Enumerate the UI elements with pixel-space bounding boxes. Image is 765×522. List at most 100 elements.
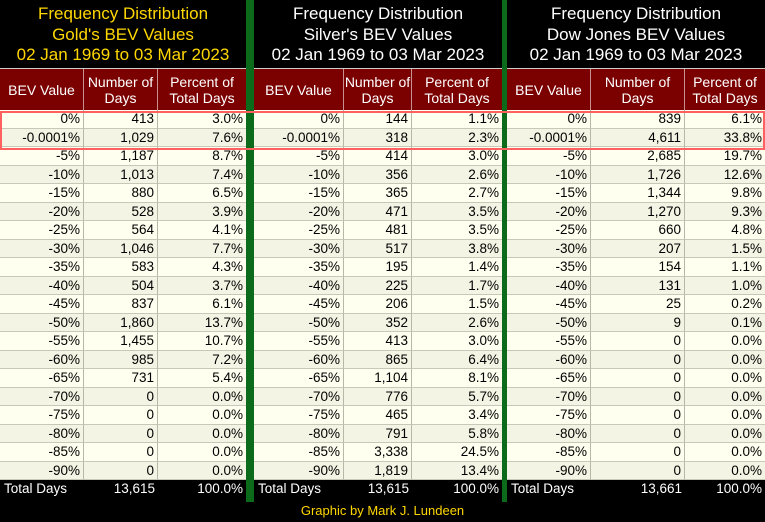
column-header-label: Number of Days [87, 73, 154, 106]
table-cell: 0 [84, 461, 158, 480]
table-row: -35% 583 4.3% [0, 258, 246, 277]
table-cell: 1,455 [84, 332, 158, 351]
total-cell: Total Days [511, 481, 575, 496]
table-cell: 1,726 [591, 165, 685, 184]
title-line: 02 Jan 1969 to 03 Mar 2023 [529, 45, 743, 64]
table-cell: 0.0% [685, 332, 765, 351]
table-cell: -55% [0, 332, 84, 351]
table-cell: 0 [84, 424, 158, 443]
table-cell: -10% [254, 165, 344, 184]
table-cell: -85% [507, 443, 591, 462]
footer-credit: Graphic by Mark J. Lundeen [0, 502, 765, 522]
table-title: Frequency Distribution Silver's BEV Value… [254, 0, 502, 68]
table-cell: -65% [254, 369, 344, 388]
table-cell: -45% [507, 295, 591, 314]
table-cell: 0.0% [685, 351, 765, 369]
table-cell: -15% [254, 184, 344, 203]
table-cell: 2.6% [412, 166, 502, 184]
table-cell: 1,270 [591, 202, 685, 221]
column-header: Percent of Total Days [412, 69, 502, 110]
table-cell: 207 [591, 239, 685, 258]
table-row: -45% 837 6.1% [0, 295, 246, 314]
table-cell: 8.7% [158, 147, 246, 166]
table-row: -80% 791 5.8% [254, 424, 502, 443]
table-row: -85% 0 0.0% [0, 443, 246, 462]
table-cell: -30% [254, 239, 344, 258]
table-cell: -70% [254, 387, 344, 406]
table-cell: 0.2% [685, 295, 765, 314]
table-row: -30% 1,046 7.7% [0, 239, 246, 258]
title-line: Silver's BEV Values [303, 24, 453, 44]
table-cell: -20% [507, 202, 591, 221]
table-row: -30% 517 3.8% [254, 239, 502, 258]
table-row: -20% 471 3.5% [254, 202, 502, 221]
table-cell: 1,013 [84, 165, 158, 184]
column-header-row: BEV Value Number of Days Percent of Total … [0, 68, 246, 110]
table-row: -15% 1,344 9.8% [507, 184, 765, 203]
column-header: Percent of Total Days [158, 69, 246, 110]
table-cell: 7.7% [158, 240, 246, 258]
table-row: -0.0001% 318 2.3% [254, 128, 502, 147]
table-cell: -60% [507, 350, 591, 369]
table-row: -20% 1,270 9.3% [507, 202, 765, 221]
table-row: -5% 2,685 19.7% [507, 147, 765, 166]
total-cell: 100.0% [716, 481, 762, 496]
table-cell: -90% [254, 461, 344, 480]
table-cell: 0% [254, 110, 344, 129]
table-row: -70% 0 0.0% [0, 387, 246, 406]
table-cell: 9.3% [685, 203, 765, 221]
bev-frequency-tables: Frequency Distribution Gold's BEV Values 0… [0, 0, 765, 502]
dow-table-panel: Frequency Distribution Dow Jones BEV Valu… [507, 0, 765, 502]
panel-separator [502, 0, 507, 502]
title-line: Gold's BEV Values [52, 24, 194, 44]
panel-separator [246, 0, 254, 502]
table-cell: 731 [84, 369, 158, 388]
table-cell: -60% [0, 350, 84, 369]
table-cell: 0.0% [158, 388, 246, 406]
table-cell: -75% [254, 406, 344, 425]
table-cell: 0 [84, 406, 158, 425]
table-cell: 6.5% [158, 184, 246, 203]
table-cell: 3.5% [412, 203, 502, 221]
table-cell: 3.0% [412, 147, 502, 166]
table-row: -45% 206 1.5% [254, 295, 502, 314]
table-cell: 6.1% [685, 110, 765, 129]
table-row: -20% 528 3.9% [0, 202, 246, 221]
table-row: -0.0001% 1,029 7.6% [0, 128, 246, 147]
table-row: -80% 0 0.0% [0, 424, 246, 443]
table-row: -0.0001% 4,611 33.8% [507, 128, 765, 147]
table-cell: 528 [84, 202, 158, 221]
silver-table-panel: Frequency Distribution Silver's BEV Value… [254, 0, 502, 502]
table-cell: 0.0% [158, 425, 246, 443]
table-cell: 413 [344, 332, 412, 351]
table-row: -35% 154 1.1% [507, 258, 765, 277]
table-row: -75% 0 0.0% [507, 406, 765, 425]
column-header: Number of Days [344, 69, 412, 110]
table-cell: 564 [84, 221, 158, 240]
table-cell: 0.0% [158, 462, 246, 480]
table-cell: -5% [507, 147, 591, 166]
column-header: Number of Days [591, 69, 685, 110]
table-cell: 1,187 [84, 147, 158, 166]
table-cell: -40% [0, 276, 84, 295]
table-row: -50% 9 0.1% [507, 313, 765, 332]
table-cell: 3,338 [344, 443, 412, 462]
table-cell: 0 [591, 424, 685, 443]
table-cell: 13.4% [412, 462, 502, 480]
table-row: 0% 144 1.1% [254, 110, 502, 129]
table-cell: 0.0% [158, 443, 246, 462]
table-cell: -25% [254, 221, 344, 240]
table-row: -75% 0 0.0% [0, 406, 246, 425]
table-row: 0% 413 3.0% [0, 110, 246, 129]
column-header-row: BEV Value Number of Days Percent of Total … [507, 68, 765, 110]
table-cell: 7.4% [158, 166, 246, 184]
table-cell: -55% [507, 332, 591, 351]
gold-table-panel: Frequency Distribution Gold's BEV Values 0… [0, 0, 246, 502]
table-cell: 7.6% [158, 129, 246, 147]
table-cell: 6.4% [412, 351, 502, 369]
table-cell: 0 [84, 443, 158, 462]
table-cell: 413 [84, 110, 158, 129]
table-cell: 839 [591, 110, 685, 129]
column-header: BEV Value [254, 69, 344, 110]
table-cell: -50% [254, 313, 344, 332]
